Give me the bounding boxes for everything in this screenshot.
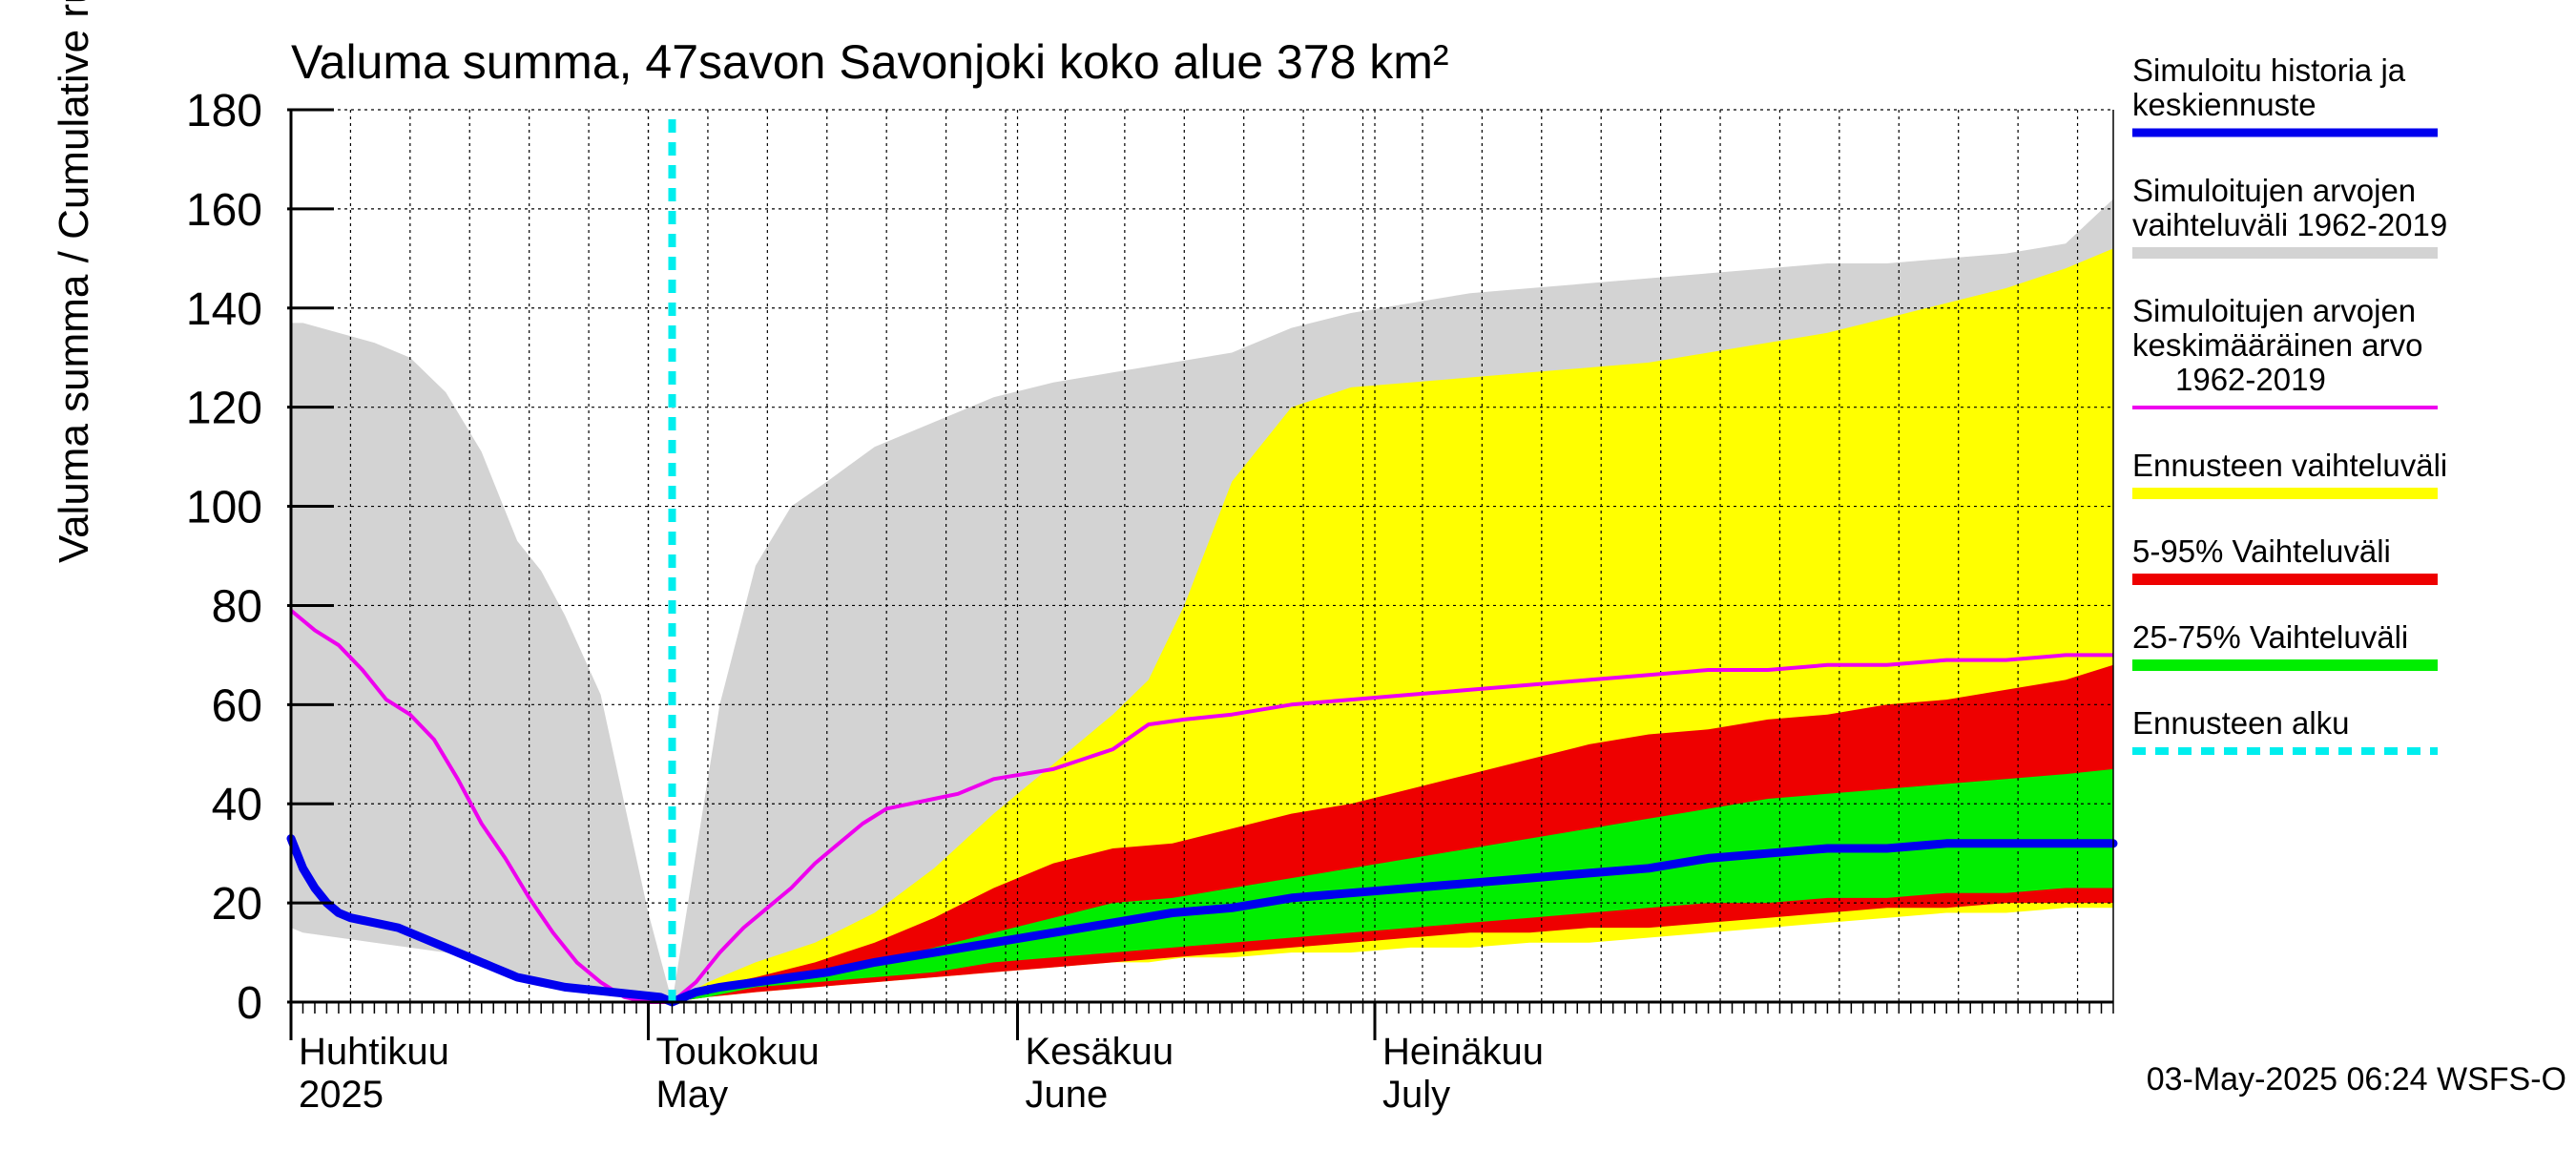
y-tick-label: 0 — [237, 978, 262, 1029]
legend-label: keskiennuste — [2132, 87, 2316, 122]
legend-label: 1962-2019 — [2175, 362, 2326, 397]
y-tick-label: 120 — [186, 384, 262, 434]
y-tick-label: 140 — [186, 284, 262, 335]
grid-layer — [291, 109, 2113, 1002]
legend-label: 25-75% Vaihteluväli — [2132, 619, 2408, 655]
x-month-sublabel: 2025 — [299, 1074, 384, 1116]
x-month-label: Huhtikuu — [299, 1031, 449, 1073]
legend-label: Simuloitujen arvojen — [2132, 173, 2416, 208]
history-forecast-line — [286, 834, 2118, 1007]
legend-label: Ennusteen vaihteluväli — [2132, 448, 2447, 483]
x-month-sublabel: June — [1026, 1074, 1109, 1116]
legend-label: keskimääräinen arvo — [2132, 327, 2422, 363]
x-month-label: Kesäkuu — [1026, 1031, 1174, 1073]
y-tick-label: 60 — [212, 680, 262, 731]
x-month-label: Toukokuu — [656, 1031, 820, 1073]
x-month-sublabel: May — [656, 1074, 729, 1116]
y-tick-label: 160 — [186, 185, 262, 236]
y-tick-label: 100 — [186, 483, 262, 533]
y-axis-label: Valuma summa / Cumulative runoff mm — [51, 0, 97, 563]
timestamp-footer: 03-May-2025 06:24 WSFS-O — [2147, 1061, 2566, 1098]
legend-label: vaihteluväli 1962-2019 — [2132, 207, 2447, 242]
chart-title: Valuma summa, 47savon Savonjoki koko alu… — [291, 35, 1449, 89]
areas-layer — [291, 199, 2113, 1002]
legend-label: Ennusteen alku — [2132, 705, 2350, 741]
legend-label: Simuloitujen arvojen — [2132, 293, 2416, 328]
sim-mean-line — [289, 609, 2113, 1004]
y-tick-label: 40 — [212, 780, 262, 830]
x-month-sublabel: July — [1382, 1074, 1450, 1116]
legend-label: 5-95% Vaihteluväli — [2132, 533, 2391, 569]
y-tick-label: 20 — [212, 879, 262, 930]
legend-label: Simuloitu historia ja — [2132, 52, 2406, 88]
y-tick-label: 180 — [186, 86, 262, 136]
y-tick-label: 80 — [212, 581, 262, 632]
p5-95-area — [672, 664, 2113, 1002]
x-month-label: Heinäkuu — [1382, 1031, 1544, 1073]
lines-layer — [286, 119, 2118, 1007]
